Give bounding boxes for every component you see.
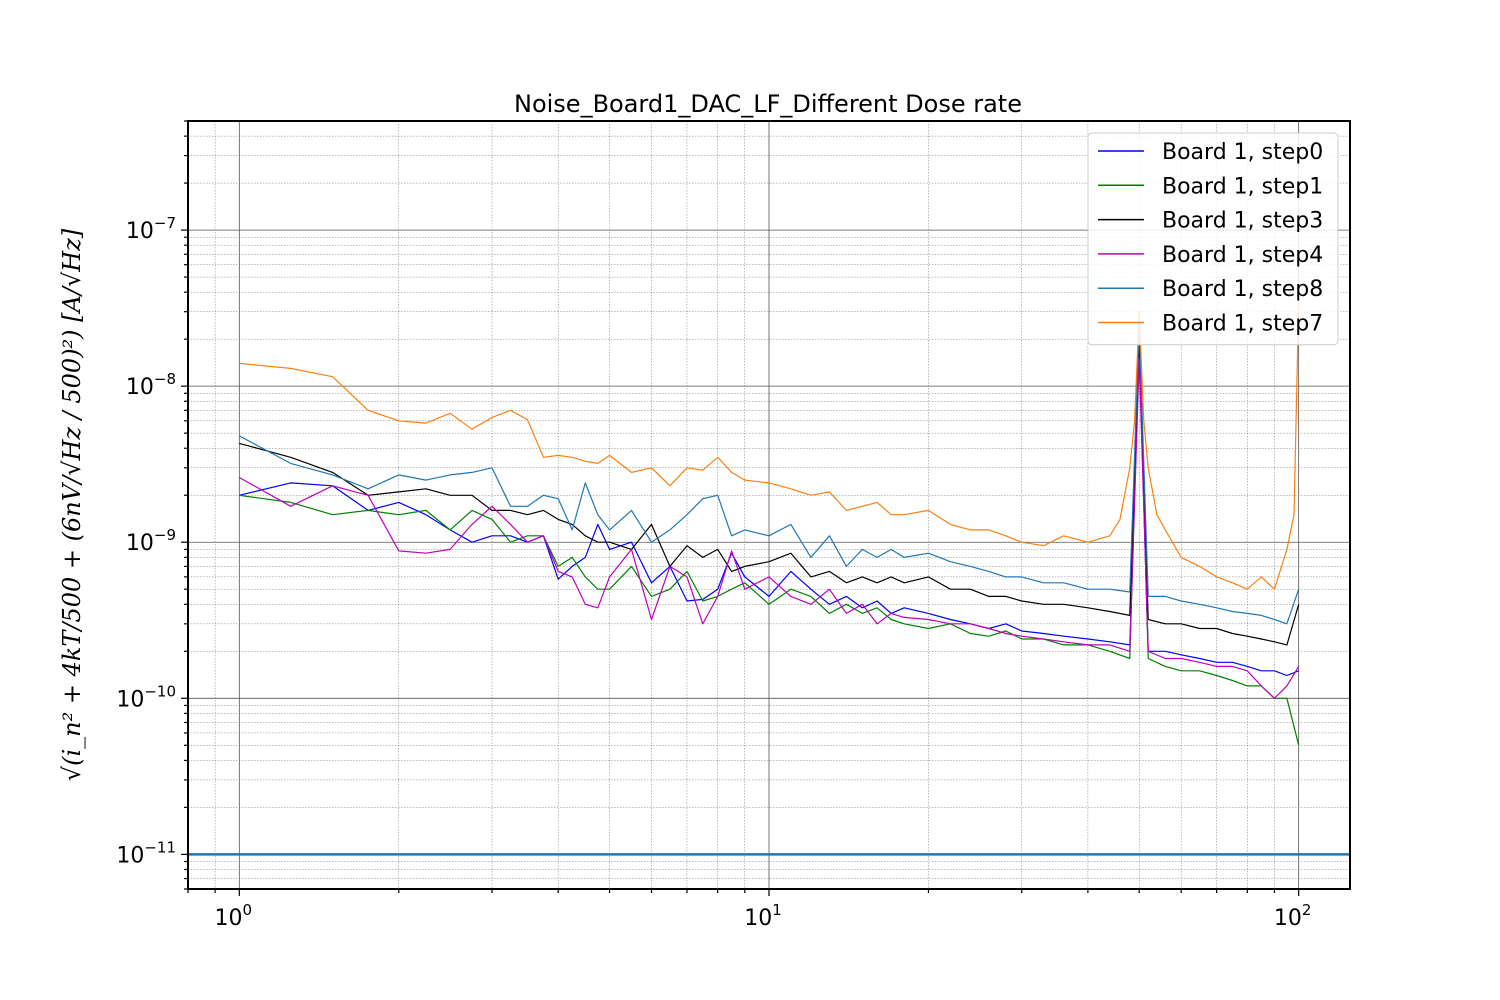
legend-label: Board 1, step3	[1162, 209, 1323, 234]
legend-label: Board 1, step7	[1162, 312, 1323, 337]
legend-label: Board 1, step4	[1162, 243, 1323, 268]
x-tick-label: 102	[1274, 901, 1312, 931]
legend: Board 1, step0 Board 1, step1 Board 1, ste…	[1087, 132, 1339, 346]
chart-title: Noise_Board1_DAC_LF_Different Dose rate	[514, 90, 1022, 118]
legend-label: Board 1, step8	[1162, 277, 1323, 302]
series-line-5	[239, 301, 1300, 590]
y-tick-label: 10−7	[126, 214, 176, 244]
series-line-0	[239, 345, 1299, 677]
x-tick-label: 100	[215, 901, 253, 931]
plot-frame	[187, 120, 1351, 890]
y-tick-label: 10−10	[116, 682, 176, 712]
legend-box	[1087, 132, 1339, 346]
series-line-2	[239, 338, 1300, 646]
y-tick-label: 10−9	[126, 526, 176, 556]
series-line-4	[239, 323, 1300, 625]
series-line-1	[239, 338, 1300, 746]
series-line-3	[239, 358, 1300, 699]
y-tick-label: 10−8	[126, 370, 176, 400]
legend-label: Board 1, step1	[1162, 174, 1323, 199]
legend-label: Board 1, step0	[1162, 140, 1323, 165]
y-axis-label: √(i_n² + 4kT/500 + (6nV/√Hz / 500)²) [A/…	[58, 228, 86, 781]
x-tick-label: 101	[744, 901, 782, 931]
series-lines	[239, 301, 1300, 746]
grid	[187, 120, 1350, 890]
axes: 100 101 102 10−11 10−10 10−9 10−8 10−7	[116, 120, 1351, 931]
y-tick-label: 10−11	[116, 838, 176, 868]
